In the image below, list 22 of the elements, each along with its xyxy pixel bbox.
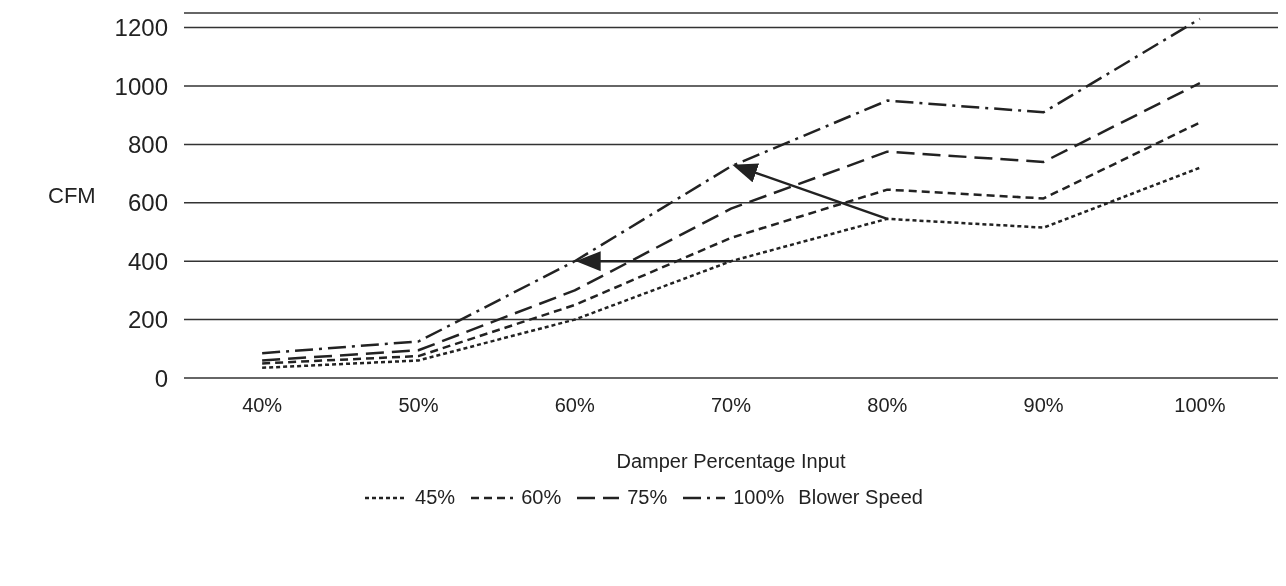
y-tick-label: 400	[127, 247, 168, 275]
x-tick-label: 100%	[1174, 394, 1226, 417]
legend-label: 100%	[733, 486, 785, 509]
line-series	[260, 17, 1202, 355]
y-tick-label: 1000	[114, 72, 168, 100]
x-tick-label: 50%	[398, 394, 439, 417]
x-axis-title: Damper Percentage Input	[616, 450, 846, 472]
x-tick-label: 80%	[867, 394, 908, 417]
x-tick-label: 90%	[1023, 394, 1064, 417]
y-tick-label: 600	[127, 189, 168, 217]
legend-label: 45%	[415, 486, 456, 509]
y-tick-label: 1200	[114, 14, 168, 42]
x-tick-label: 40%	[242, 394, 283, 417]
legend-title: Blower Speed	[798, 486, 923, 509]
y-tick-label: 0	[154, 364, 168, 392]
y-axis-title: CFM	[48, 183, 96, 209]
legend-label: 75%	[627, 486, 668, 509]
legend-label: 60%	[521, 486, 562, 509]
x-tick-label: 60%	[554, 394, 595, 417]
x-tick-label: 70%	[710, 394, 752, 417]
y-tick-label: 800	[127, 130, 168, 158]
y-tick-label: 200	[127, 306, 168, 334]
